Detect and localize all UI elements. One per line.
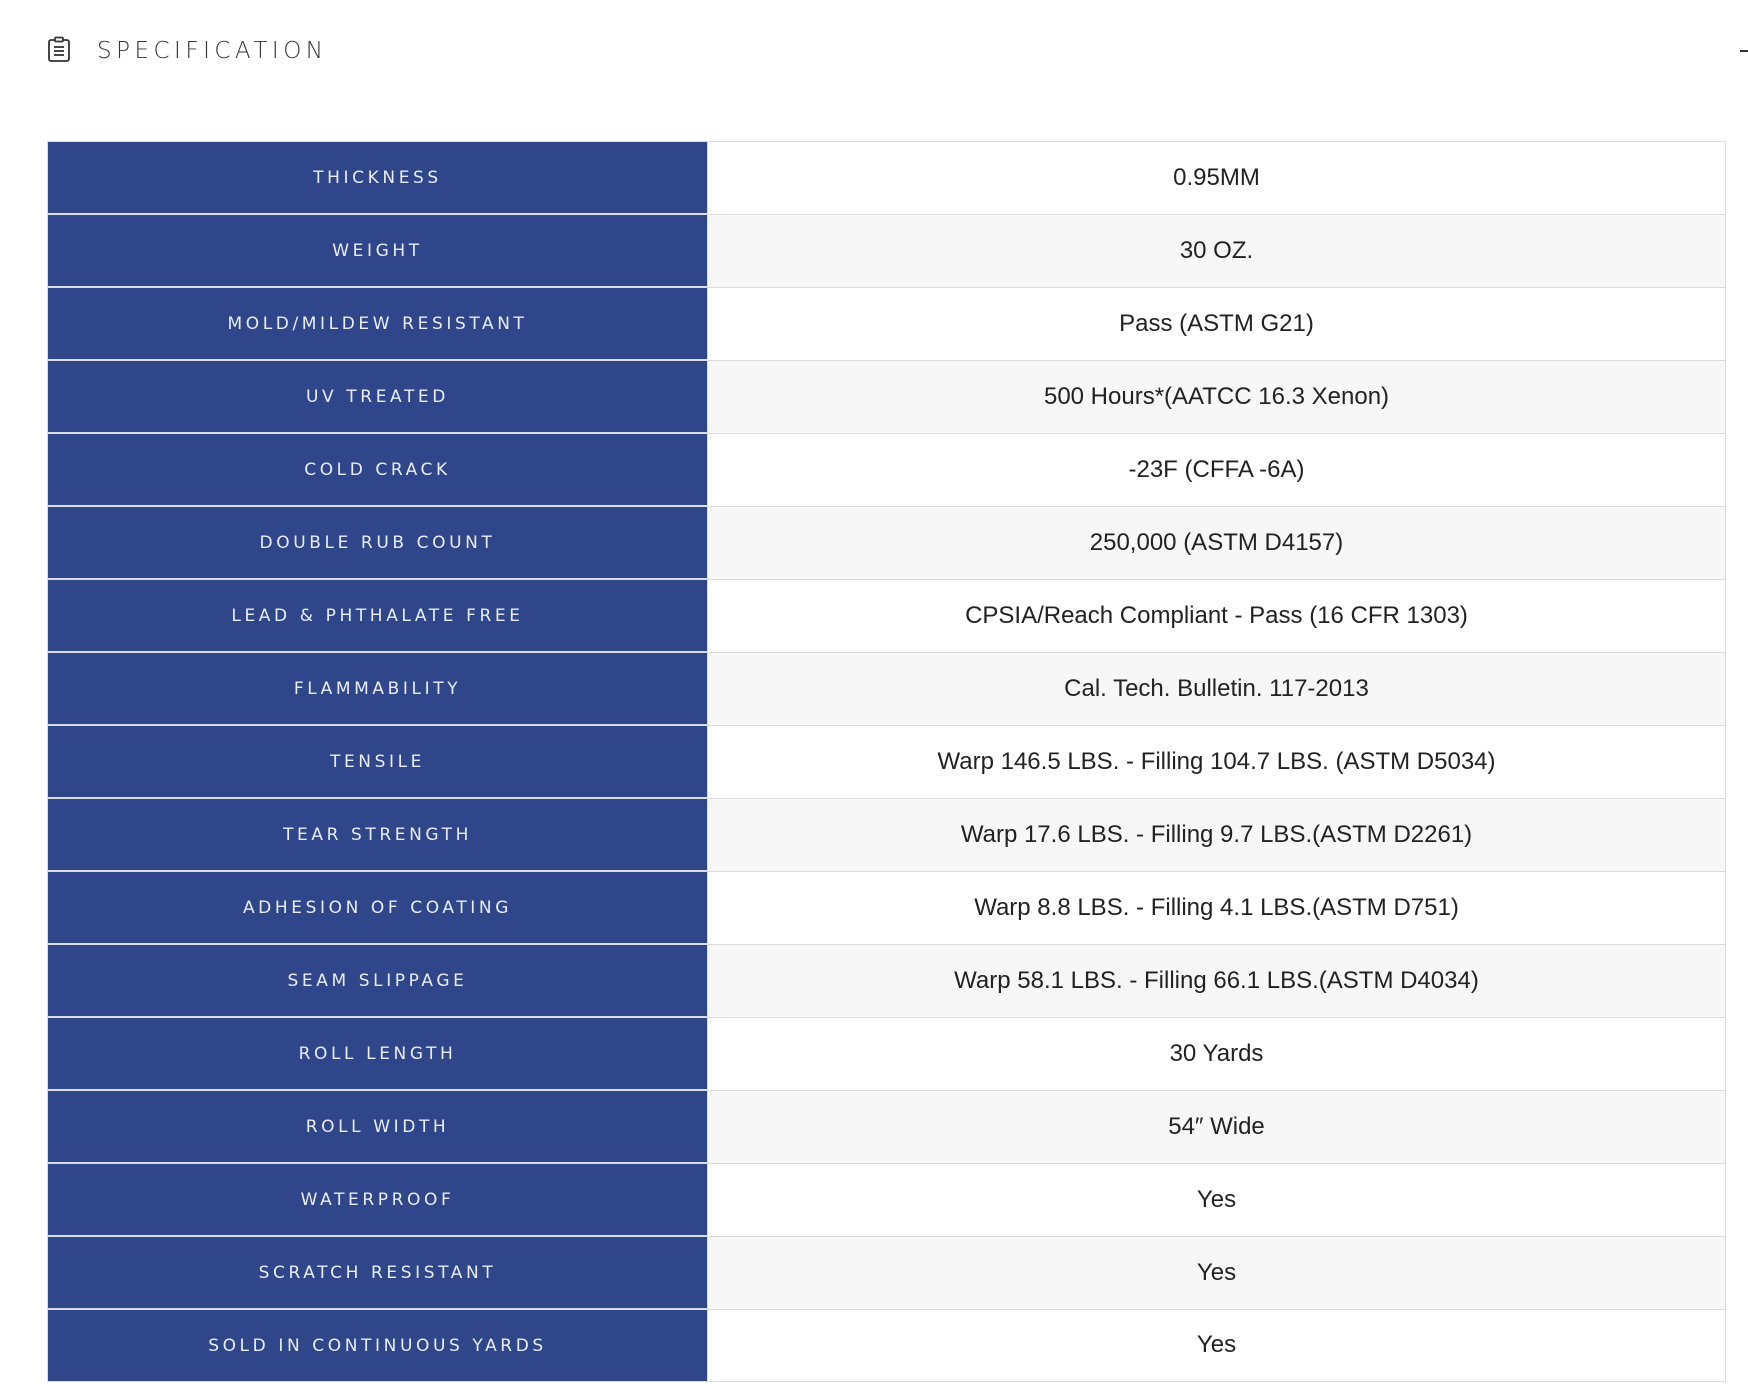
spec-value: Warp 58.1 LBS. - Filling 66.1 LBS.(ASTM … [707, 944, 1726, 1018]
spec-value: 250,000 (ASTM D4157) [707, 506, 1726, 580]
specification-header[interactable]: SPECIFICATION [47, 30, 328, 72]
specification-table: THICKNESS 0.95MM WEIGHT 30 OZ. MOLD/MILDEW R… [47, 141, 1726, 1382]
table-row: ROLL LENGTH 30 Yards [47, 1017, 1726, 1091]
spec-label: SEAM SLIPPAGE [47, 944, 708, 1018]
spec-value: 30 Yards [707, 1017, 1726, 1091]
spec-label: ADHESION OF COATING [47, 871, 708, 945]
spec-label: WATERPROOF [47, 1163, 708, 1237]
spec-value: Yes [707, 1236, 1726, 1310]
table-row: WEIGHT 30 OZ. [47, 214, 1726, 288]
table-row: TEAR STRENGTH Warp 17.6 LBS. - Filling 9.… [47, 798, 1726, 872]
spec-value: Yes [707, 1309, 1726, 1382]
spec-label: TEAR STRENGTH [47, 798, 708, 872]
spec-value: Yes [707, 1163, 1726, 1237]
spec-label: UV TREATED [47, 360, 708, 434]
clipboard-icon [47, 36, 71, 67]
spec-label: ROLL LENGTH [47, 1017, 708, 1091]
spec-label: FLAMMABILITY [47, 652, 708, 726]
spec-value: Warp 8.8 LBS. - Filling 4.1 LBS.(ASTM D7… [707, 871, 1726, 945]
spec-label: TENSILE [47, 725, 708, 799]
spec-value: Warp 17.6 LBS. - Filling 9.7 LBS.(ASTM D… [707, 798, 1726, 872]
spec-value: Cal. Tech. Bulletin. 117-2013 [707, 652, 1726, 726]
table-row: SCRATCH RESISTANT Yes [47, 1236, 1726, 1310]
table-row: ROLL WIDTH 54″ Wide [47, 1090, 1726, 1164]
table-row: SOLD IN CONTINUOUS YARDS Yes [47, 1309, 1726, 1382]
minus-icon[interactable] [1740, 50, 1748, 52]
table-row: FLAMMABILITY Cal. Tech. Bulletin. 117-201… [47, 652, 1726, 726]
spec-label: SCRATCH RESISTANT [47, 1236, 708, 1310]
table-row: SEAM SLIPPAGE Warp 58.1 LBS. - Filling 66… [47, 944, 1726, 1018]
table-row: WATERPROOF Yes [47, 1163, 1726, 1237]
spec-value: 0.95MM [707, 141, 1726, 215]
spec-value: 500 Hours*(AATCC 16.3 Xenon) [707, 360, 1726, 434]
spec-label: COLD CRACK [47, 433, 708, 507]
spec-label: DOUBLE RUB COUNT [47, 506, 708, 580]
spec-value: Warp 146.5 LBS. - Filling 104.7 LBS. (AS… [707, 725, 1726, 799]
section-title: SPECIFICATION [97, 38, 328, 64]
spec-label: LEAD & PHTHALATE FREE [47, 579, 708, 653]
table-row: DOUBLE RUB COUNT 250,000 (ASTM D4157) [47, 506, 1726, 580]
table-row: THICKNESS 0.95MM [47, 141, 1726, 215]
table-row: MOLD/MILDEW RESISTANT Pass (ASTM G21) [47, 287, 1726, 361]
table-row: COLD CRACK -23F (CFFA -6A) [47, 433, 1726, 507]
table-row: UV TREATED 500 Hours*(AATCC 16.3 Xenon) [47, 360, 1726, 434]
spec-label: ROLL WIDTH [47, 1090, 708, 1164]
spec-value: CPSIA/Reach Compliant - Pass (16 CFR 130… [707, 579, 1726, 653]
spec-value: 30 OZ. [707, 214, 1726, 288]
spec-label: WEIGHT [47, 214, 708, 288]
table-row: TENSILE Warp 146.5 LBS. - Filling 104.7 L… [47, 725, 1726, 799]
table-row: LEAD & PHTHALATE FREE CPSIA/Reach Complia… [47, 579, 1726, 653]
spec-label: MOLD/MILDEW RESISTANT [47, 287, 708, 361]
spec-label: THICKNESS [47, 141, 708, 215]
spec-value: -23F (CFFA -6A) [707, 433, 1726, 507]
spec-value: 54″ Wide [707, 1090, 1726, 1164]
spec-label: SOLD IN CONTINUOUS YARDS [47, 1309, 708, 1382]
spec-value: Pass (ASTM G21) [707, 287, 1726, 361]
table-row: ADHESION OF COATING Warp 8.8 LBS. - Filli… [47, 871, 1726, 945]
